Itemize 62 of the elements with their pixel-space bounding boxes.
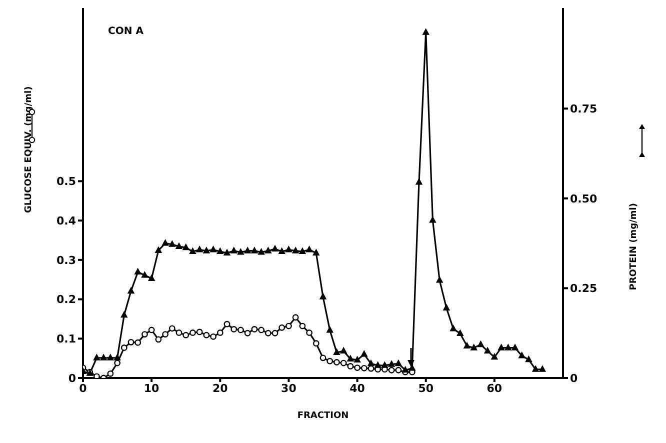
point <box>395 366 402 374</box>
point <box>107 370 114 377</box>
x-tick-label: 30 <box>281 382 297 395</box>
point <box>340 360 347 366</box>
point <box>203 332 210 338</box>
point <box>306 330 312 336</box>
y-tick-label: 0 <box>68 372 76 385</box>
y2-tick-label: 0 <box>570 372 578 385</box>
point <box>244 330 251 336</box>
x-tick-label: 0 <box>79 382 88 395</box>
x-axis-title: FRACTION <box>297 411 349 421</box>
text: CON A <box>108 26 144 37</box>
x-tick-label: 10 <box>144 382 160 395</box>
point <box>94 373 100 378</box>
point <box>286 322 292 330</box>
point <box>278 324 286 331</box>
point <box>347 362 354 370</box>
point <box>134 339 142 346</box>
point <box>155 336 162 343</box>
point <box>388 366 395 374</box>
point <box>148 326 155 334</box>
y2-tick-label: 0.25 <box>570 282 598 296</box>
point <box>128 338 134 346</box>
point <box>360 364 368 372</box>
x-tick-label: 40 <box>350 382 366 395</box>
point <box>196 328 203 336</box>
point <box>182 332 190 338</box>
point <box>162 331 168 338</box>
x-tick-label: 50 <box>418 382 434 395</box>
point <box>216 330 224 336</box>
point <box>238 326 244 334</box>
y2-tick-label: 0.75 <box>570 102 598 116</box>
point <box>258 326 264 334</box>
y-tick-label: 0.5 <box>56 175 76 188</box>
point <box>224 320 230 328</box>
y-tick-label: 0.4 <box>56 214 76 228</box>
point <box>176 330 182 336</box>
point <box>120 344 128 351</box>
point <box>264 330 272 336</box>
y-tick-label: 0.2 <box>56 293 76 306</box>
point <box>230 326 238 332</box>
point <box>251 326 258 332</box>
point <box>334 359 340 366</box>
point <box>210 333 216 340</box>
x-tick-label: 60 <box>486 382 502 395</box>
point <box>272 330 278 336</box>
point <box>114 360 120 366</box>
point <box>292 314 299 321</box>
y-tick-label: 0.1 <box>56 332 76 346</box>
point <box>168 325 176 332</box>
x-tick-label: 20 <box>212 382 228 395</box>
point <box>142 331 148 338</box>
point <box>190 330 196 336</box>
point <box>354 364 360 371</box>
point <box>320 354 326 362</box>
y2-tick-label: 0.50 <box>570 192 598 206</box>
point <box>368 365 374 372</box>
point <box>326 358 334 364</box>
point <box>299 322 306 330</box>
point <box>312 340 320 347</box>
y-tick-label: 0.3 <box>56 254 76 267</box>
y2-axis-title: PROTEIN (mg/ml) <box>629 203 640 290</box>
